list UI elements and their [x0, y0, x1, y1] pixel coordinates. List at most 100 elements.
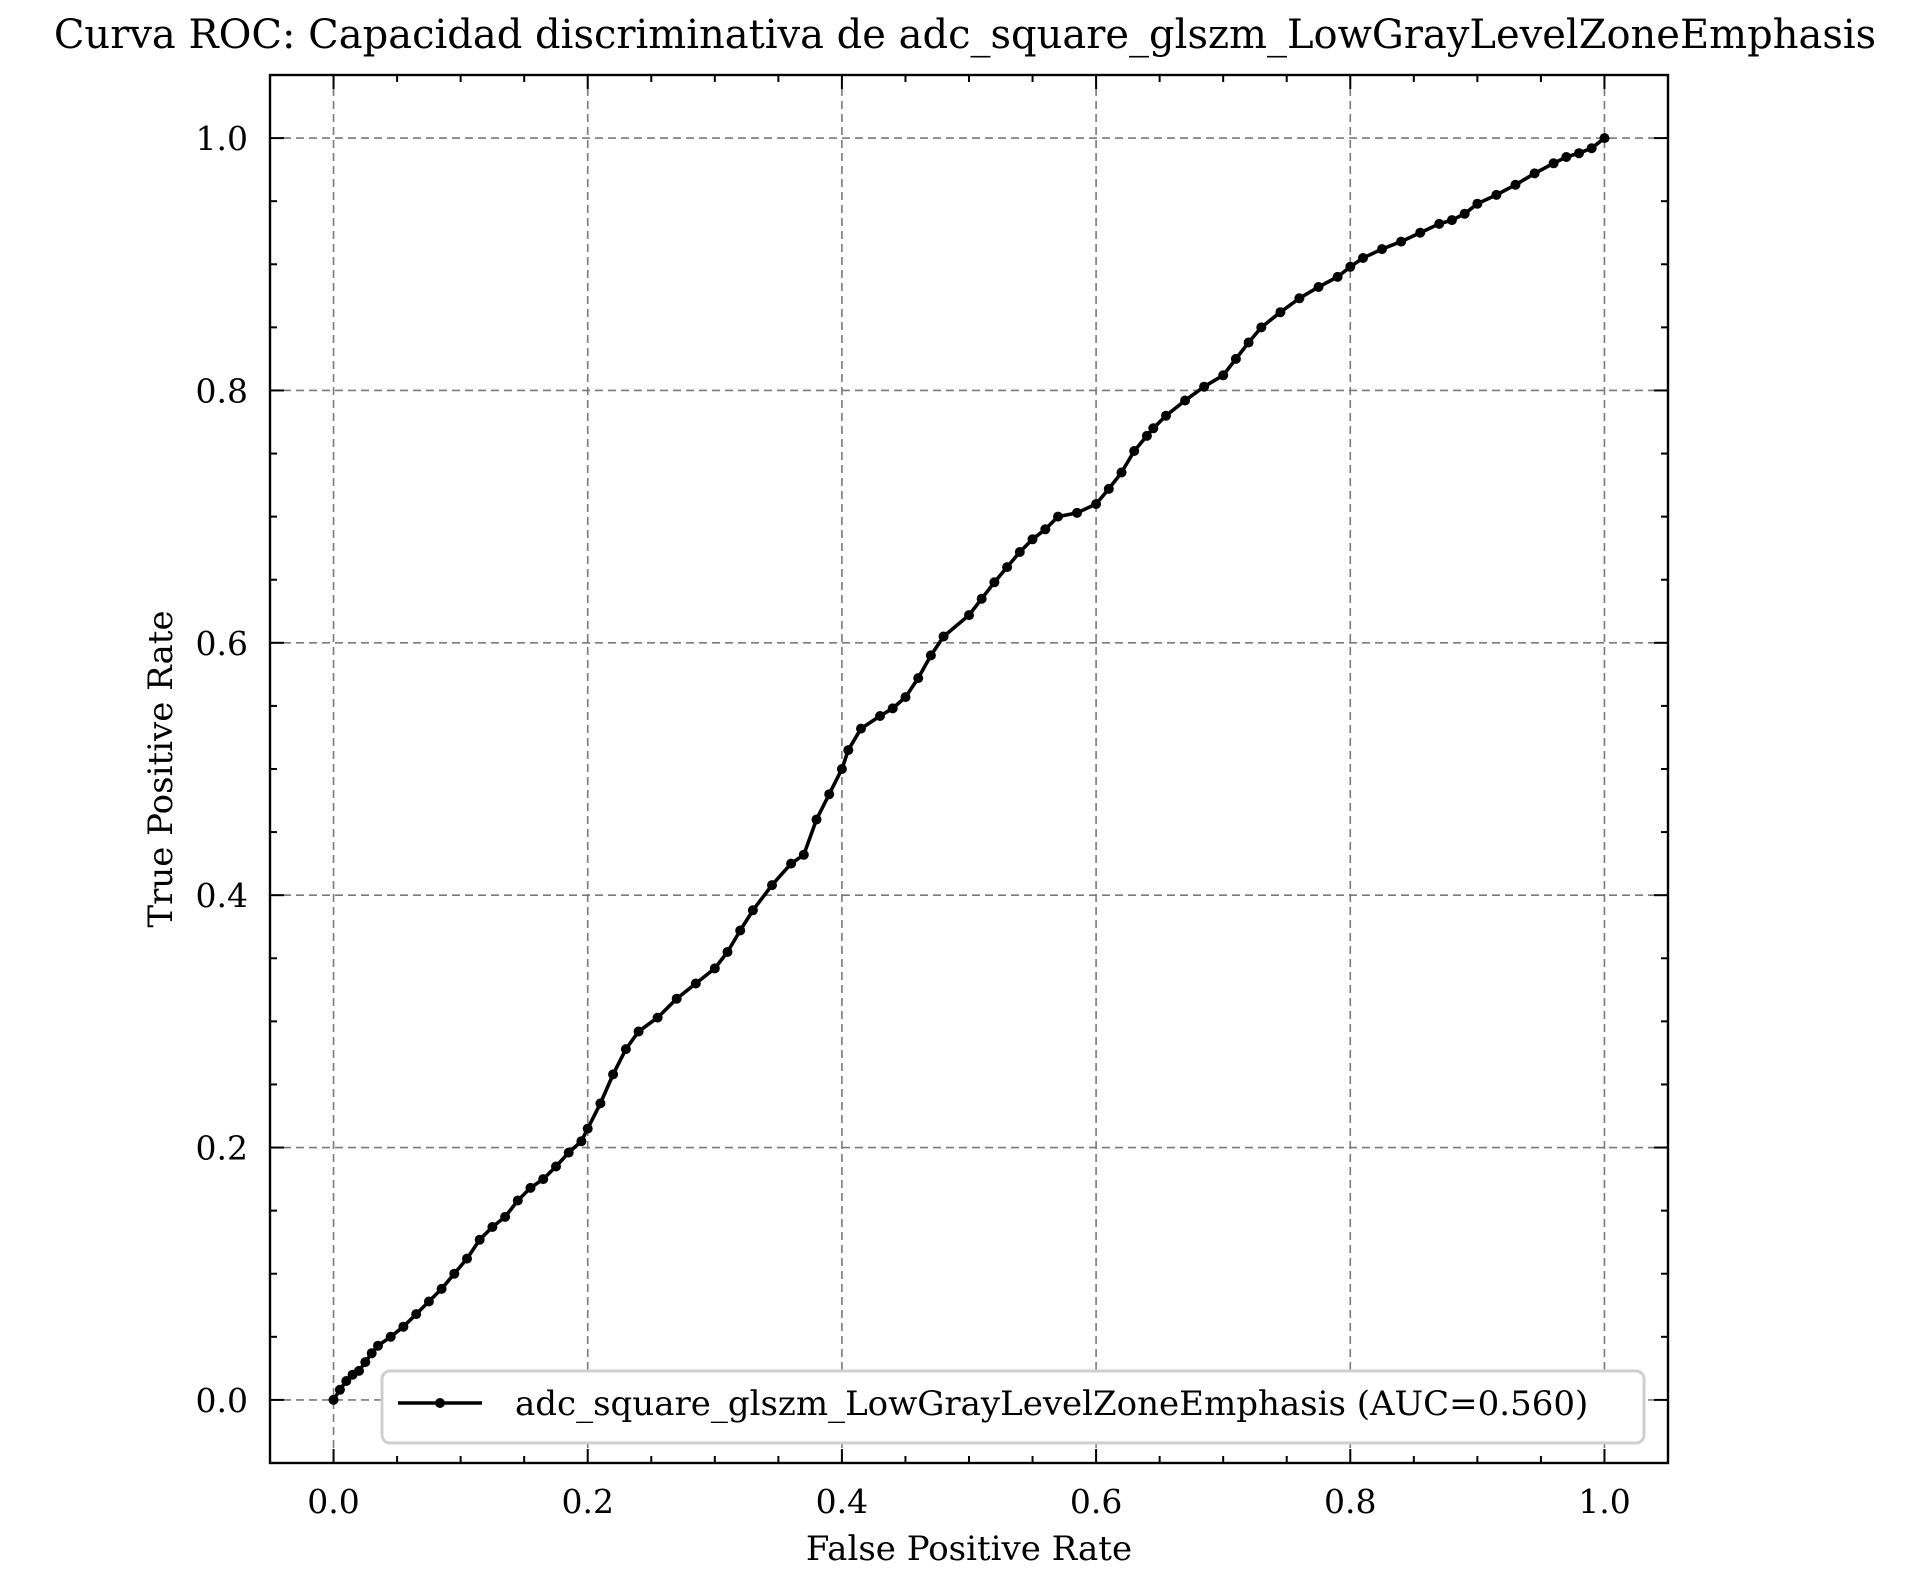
roc-point	[1256, 322, 1267, 333]
x-tick-label: 0.6	[1070, 1482, 1122, 1521]
roc-point	[1434, 218, 1445, 229]
roc-point	[1014, 547, 1025, 557]
x-tick-label: 0.2	[561, 1482, 613, 1521]
roc-point	[1510, 179, 1521, 190]
roc-point	[735, 925, 746, 936]
roc-point	[1243, 337, 1254, 348]
roc-point	[608, 1069, 619, 1080]
roc-point	[1358, 253, 1368, 263]
roc-point	[1396, 236, 1407, 247]
roc-point	[1529, 168, 1540, 179]
roc-point	[500, 1211, 511, 1222]
roc-point	[900, 692, 911, 703]
roc-point	[1345, 261, 1356, 272]
roc-point	[989, 577, 1000, 588]
roc-point	[449, 1268, 460, 1279]
roc-point	[976, 593, 987, 604]
roc-point	[1459, 208, 1470, 219]
x-axis-label: False Positive Rate	[806, 1529, 1132, 1569]
x-tick-label: 0.0	[307, 1482, 359, 1521]
roc-point	[767, 880, 777, 891]
roc-point	[824, 789, 835, 800]
roc-point	[551, 1161, 561, 1172]
roc-point	[1491, 189, 1502, 200]
roc-point	[436, 1283, 447, 1294]
legend-label: adc_square_glszm_LowGrayLevelZoneEmphasi…	[515, 1384, 1588, 1424]
roc-point	[652, 1012, 663, 1023]
plot-frame	[268, 73, 1670, 1465]
roc-point	[525, 1182, 536, 1193]
axis-ticks	[269, 74, 1669, 1464]
roc-point	[423, 1296, 434, 1307]
roc-point	[1218, 370, 1229, 381]
roc-point	[582, 1123, 593, 1134]
roc-point	[1332, 271, 1343, 282]
roc-point	[385, 1331, 396, 1342]
roc-point	[964, 610, 974, 621]
roc-point	[836, 764, 847, 774]
roc-point	[1574, 148, 1584, 159]
chart-title: Curva ROC: Capacidad discriminativa de a…	[54, 12, 1876, 58]
grid-lines	[270, 75, 1668, 1463]
y-axis-label: True Positive Rate	[141, 610, 181, 927]
roc-point	[709, 963, 720, 974]
roc-point	[487, 1222, 498, 1232]
legend-box	[380, 1369, 1646, 1445]
roc-point	[474, 1234, 485, 1245]
y-tick-label: 0.8	[196, 371, 248, 410]
roc-point	[512, 1195, 523, 1206]
y-tick-label: 0.2	[196, 1129, 248, 1168]
roc-point	[1116, 467, 1127, 478]
roc-point	[913, 673, 924, 684]
roc-point	[1091, 499, 1102, 509]
x-tick-label: 1.0	[1578, 1482, 1630, 1521]
roc-point	[1103, 483, 1114, 494]
roc-point	[722, 947, 733, 957]
roc-point	[1053, 511, 1063, 522]
roc-point	[1180, 395, 1191, 406]
roc-point	[875, 711, 885, 721]
roc-point	[925, 650, 936, 661]
x-tick-label: 0.8	[1324, 1482, 1376, 1521]
roc-point	[887, 703, 898, 714]
roc-point	[366, 1348, 377, 1359]
y-tick-label: 0.6	[196, 624, 248, 663]
roc-point	[1161, 410, 1171, 421]
roc-point	[1377, 244, 1387, 255]
roc-point	[798, 849, 809, 860]
roc-point	[398, 1321, 409, 1332]
roc-point	[328, 1394, 339, 1405]
roc-point	[1294, 293, 1305, 304]
roc-point	[411, 1309, 422, 1320]
roc-point	[843, 745, 854, 756]
roc-point	[620, 1044, 631, 1055]
roc-point	[1415, 227, 1426, 238]
roc-point	[1548, 158, 1559, 169]
roc-point	[786, 858, 797, 869]
roc-point	[595, 1098, 606, 1109]
roc-point	[1148, 423, 1159, 434]
legend: adc_square_glszm_LowGrayLevelZoneEmphasi…	[380, 1369, 1646, 1445]
roc-point	[1027, 534, 1038, 545]
roc-series	[328, 133, 1610, 1405]
roc-point	[1275, 307, 1286, 318]
roc-point	[1129, 446, 1140, 456]
roc-point	[690, 978, 701, 989]
y-tick-label: 0.0	[196, 1381, 248, 1420]
roc-point	[1141, 430, 1152, 441]
roc-point	[1472, 198, 1483, 209]
roc-point	[373, 1340, 383, 1351]
roc-point	[576, 1136, 587, 1147]
roc-point	[1561, 152, 1572, 162]
roc-curve-line	[331, 136, 1606, 1401]
roc-point	[1199, 381, 1210, 392]
legend-marker-swatch	[435, 1398, 445, 1408]
roc-point	[1599, 133, 1610, 144]
y-tick-label: 1.0	[196, 119, 248, 158]
roc-point	[462, 1253, 472, 1264]
roc-point	[671, 993, 682, 1004]
y-tick-label: 0.4	[196, 876, 248, 915]
roc-point	[856, 723, 866, 734]
roc-point	[1313, 282, 1324, 292]
